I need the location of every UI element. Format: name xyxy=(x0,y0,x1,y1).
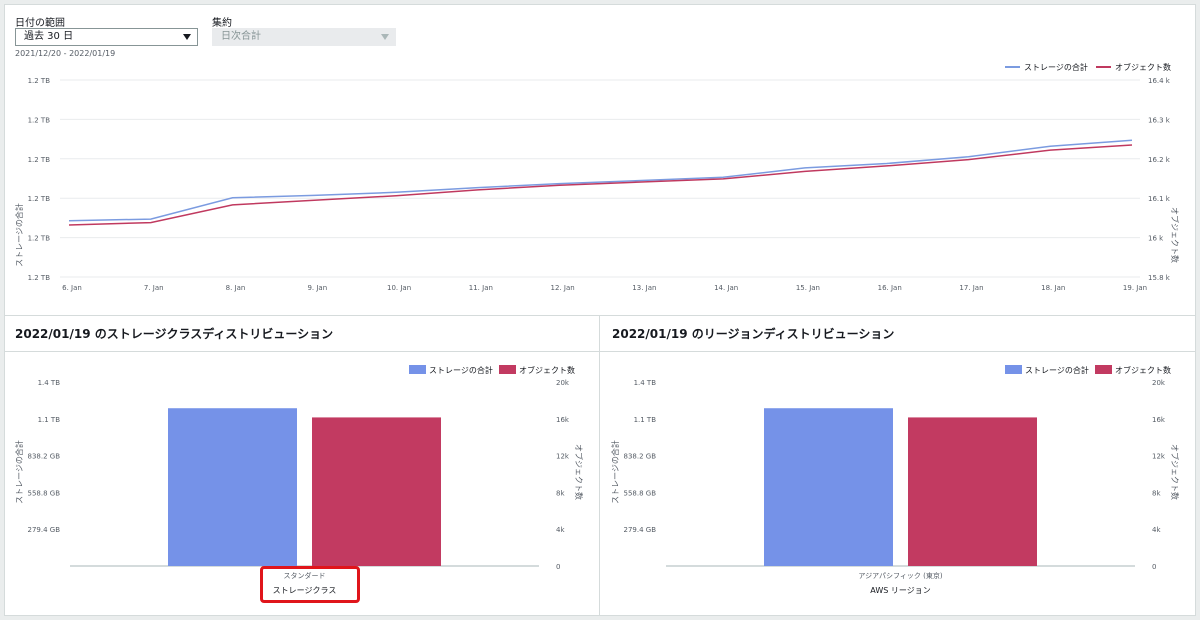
legend-objects-label: オブジェクト数 xyxy=(1115,62,1171,72)
x-tick-label: 6. Jan xyxy=(62,284,82,292)
y-tick-label-left: 1.4 TB xyxy=(634,379,657,387)
objects-bar xyxy=(312,417,441,566)
y-tick-label-left: 1.1 TB xyxy=(38,416,61,424)
y-tick-label-left: 558.8 GB xyxy=(624,489,657,497)
y-tick-label-left: 279.4 GB xyxy=(624,526,657,534)
y-tick-label-right: 15.8 k xyxy=(1148,274,1171,282)
y-tick-label-right: 20k xyxy=(556,379,570,387)
aggregation-select[interactable]: 日次合計 xyxy=(212,28,396,46)
legend-storage-label: ストレージの合計 xyxy=(1025,365,1089,375)
y-axis-label-right: オブジェクト数 xyxy=(1170,444,1180,500)
y-tick-label-left: 1.4 TB xyxy=(38,379,61,387)
legend-storage-label: ストレージの合計 xyxy=(1024,62,1088,72)
x-axis-label: AWS リージョン xyxy=(870,586,930,595)
caret-down-icon xyxy=(183,34,191,40)
storage-series-line xyxy=(68,139,1133,222)
legend-objects-label: オブジェクト数 xyxy=(519,365,575,375)
x-tick-label: 10. Jan xyxy=(387,284,411,292)
x-tick-label: アジアパシフィック (東京) xyxy=(858,571,942,580)
y-tick-label-right: 16k xyxy=(1152,416,1166,424)
y-tick-label-left: 1.1 TB xyxy=(634,416,657,424)
objects-bar xyxy=(908,417,1037,566)
aggregation-value: 日次合計 xyxy=(221,31,261,42)
legend-storage-swatch xyxy=(409,365,426,374)
y-tick-label-right: 8k xyxy=(1152,489,1161,497)
objects-series-line xyxy=(68,144,1133,226)
x-tick-label: 15. Jan xyxy=(796,284,820,292)
x-tick-label: 16. Jan xyxy=(878,284,902,292)
legend-storage-label: ストレージの合計 xyxy=(429,365,493,375)
x-axis-label: ストレージクラス xyxy=(273,586,337,595)
y-tick-label-right: 16.1 k xyxy=(1148,195,1171,203)
y-tick-label-right: 0 xyxy=(1152,563,1156,571)
y-tick-label-left: 558.8 GB xyxy=(28,489,61,497)
legend-objects-label: オブジェクト数 xyxy=(1115,365,1171,375)
chart-legend: ストレージの合計 オブジェクト数 xyxy=(1005,62,1171,72)
y-tick-label-right: 12k xyxy=(556,453,570,461)
highlight-annotation xyxy=(260,566,360,603)
y-tick-label-right: 20k xyxy=(1152,379,1166,387)
y-axis-label-left: ストレージの合計 xyxy=(14,440,24,504)
y-axis-label-left: ストレージの合計 xyxy=(14,203,24,267)
legend-objects-swatch xyxy=(499,365,516,374)
y-tick-label-left: 1.2 TB xyxy=(28,235,51,243)
storage-bar xyxy=(168,408,297,566)
y-tick-label-left: 1.2 TB xyxy=(28,195,51,203)
x-tick-label: 13. Jan xyxy=(632,284,656,292)
storage-bar xyxy=(764,408,893,566)
y-tick-label-left: 1.2 TB xyxy=(28,274,51,282)
x-tick-label: 8. Jan xyxy=(226,284,246,292)
y-tick-label-right: 4k xyxy=(556,526,565,534)
y-axis-label-right: オブジェクト数 xyxy=(1170,207,1180,263)
y-tick-label-right: 4k xyxy=(1152,526,1161,534)
legend-objects-swatch xyxy=(1095,365,1112,374)
y-tick-label-left: 1.2 TB xyxy=(28,116,51,124)
y-tick-label-right: 8k xyxy=(556,489,565,497)
divider xyxy=(4,351,1196,352)
y-tick-label-right: 16 k xyxy=(1148,235,1164,243)
x-tick-label: 7. Jan xyxy=(144,284,164,292)
date-range-value: 過去 30 日 xyxy=(24,31,74,42)
divider xyxy=(4,315,1196,316)
region-panel-title: 2022/01/19 のリージョンディストリビューション xyxy=(612,327,895,341)
x-tick-label: 12. Jan xyxy=(551,284,575,292)
x-tick-label: 14. Jan xyxy=(714,284,738,292)
y-tick-label-right: 0 xyxy=(556,563,560,571)
y-tick-label-right: 16.3 k xyxy=(1148,116,1171,124)
y-tick-label-left: 838.2 GB xyxy=(624,453,657,461)
legend-storage-swatch xyxy=(1005,365,1022,374)
y-axis-label-left: ストレージの合計 xyxy=(610,440,620,504)
date-range-label: 日付の範囲 xyxy=(15,18,65,29)
x-tick-label: スタンダード xyxy=(284,571,326,580)
x-tick-label: 18. Jan xyxy=(1041,284,1065,292)
chart-legend: ストレージの合計 オブジェクト数 xyxy=(1005,365,1171,375)
y-tick-label-left: 1.2 TB xyxy=(28,156,51,164)
x-tick-label: 9. Jan xyxy=(307,284,327,292)
storage-class-panel-title: 2022/01/19 のストレージクラスディストリビューション xyxy=(15,327,334,341)
y-tick-label-left: 279.4 GB xyxy=(28,526,61,534)
y-tick-label-right: 16k xyxy=(556,416,570,424)
y-tick-label-right: 16.2 k xyxy=(1148,156,1171,164)
x-tick-label: 17. Jan xyxy=(959,284,983,292)
aggregation-label: 集約 xyxy=(212,18,232,29)
caret-down-icon xyxy=(381,34,389,40)
line-chart: ストレージの合計 オブジェクト数 1.2 TB 1.2 TB 1.2 TB 1.2 T… xyxy=(14,62,1180,292)
y-tick-label-right: 12k xyxy=(1152,453,1166,461)
date-range-text: 2021/12/20 - 2022/01/19 xyxy=(15,49,116,58)
y-axis-label-right: オブジェクト数 xyxy=(574,444,584,500)
y-tick-label-right: 16.4 k xyxy=(1148,77,1171,85)
chart-legend: ストレージの合計 オブジェクト数 xyxy=(409,365,575,375)
date-range-select[interactable]: 過去 30 日 xyxy=(15,28,198,46)
divider xyxy=(599,315,600,616)
x-tick-label: 19. Jan xyxy=(1123,284,1147,292)
x-tick-label: 11. Jan xyxy=(469,284,493,292)
y-tick-label-left: 838.2 GB xyxy=(28,453,61,461)
y-tick-label-left: 1.2 TB xyxy=(28,77,51,85)
